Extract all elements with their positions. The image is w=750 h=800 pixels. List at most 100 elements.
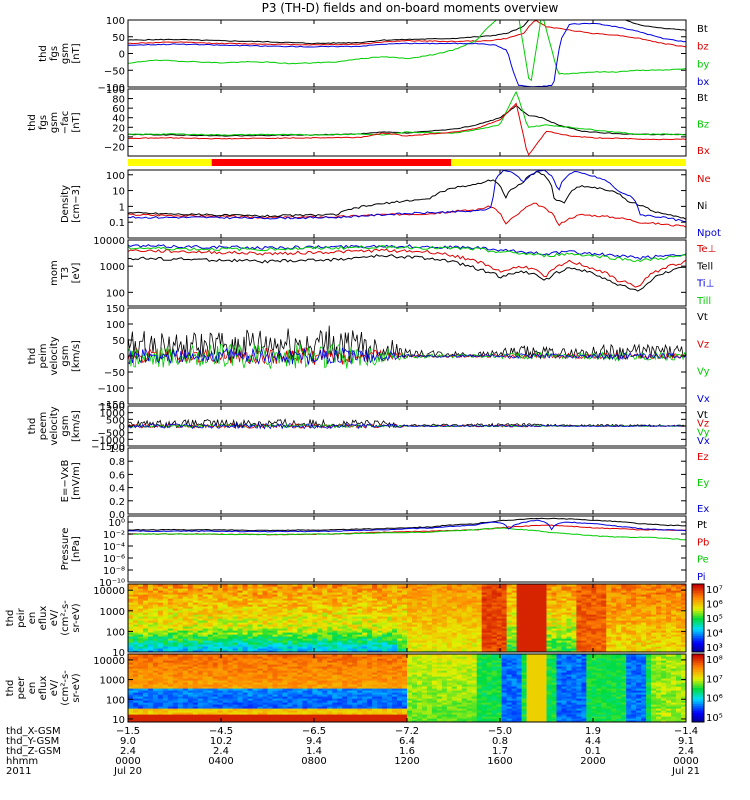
spectrogram-cell [551, 644, 558, 647]
spectrogram-cell [182, 598, 189, 601]
spectrogram-cell [641, 608, 647, 611]
spectrogram-cell [342, 644, 348, 647]
spectrogram-cell [556, 632, 563, 635]
spectrogram-cell [496, 628, 503, 631]
spectrogram-cell [556, 634, 563, 637]
spectrogram-cell [621, 640, 627, 643]
spectrogram-cell [407, 628, 413, 631]
spectrogram-cell [541, 642, 548, 645]
spectrogram-cell [207, 614, 214, 617]
spectrogram-cell [162, 660, 169, 663]
spectrogram-cell [212, 598, 219, 601]
spectrogram-cell [227, 648, 234, 651]
spectrogram-cell [661, 632, 667, 635]
spectrogram-cell [591, 620, 597, 623]
spectrogram-cell [397, 594, 403, 597]
spectrogram-cell [157, 620, 164, 623]
spectrogram-cell [571, 624, 577, 627]
spectrogram-cell [247, 606, 254, 609]
spectrogram-cell [157, 638, 164, 641]
spectrogram-cell [147, 598, 154, 601]
spectrogram-cell [566, 596, 573, 599]
spectrogram-cell [646, 588, 652, 591]
spectrogram-cell [511, 644, 518, 647]
spectrogram-cell [576, 616, 582, 619]
spectrogram-cell [606, 640, 612, 643]
spectrogram-cell [466, 584, 473, 587]
spectrogram-cell [232, 648, 239, 651]
spectrogram-cell [157, 646, 164, 649]
spectrogram-cell [202, 654, 209, 657]
spectrogram-cell [621, 584, 627, 587]
spectrogram-cell [402, 588, 408, 591]
spectrogram-cell [162, 698, 169, 701]
spectrogram-cell [322, 642, 328, 645]
spectrogram-cell [451, 624, 458, 627]
spectrogram-cell [147, 716, 154, 719]
spectrogram-cell [501, 636, 508, 639]
spectrogram-cell [212, 604, 219, 607]
spectrogram-cell [262, 648, 269, 651]
spectrogram-cell [576, 640, 582, 643]
spectrogram-cell [581, 586, 587, 589]
spectrogram-cell [237, 618, 244, 621]
spectrogram-cell [466, 588, 473, 591]
spectrogram-cell [666, 642, 672, 645]
spectrogram-cell [631, 628, 637, 631]
spectrogram-cell [431, 628, 438, 631]
spectrogram-cell [611, 598, 617, 601]
spectrogram-cell [128, 622, 134, 625]
spectrogram-cell [581, 594, 587, 597]
spectrogram-cell [182, 636, 189, 639]
spectrogram-cell [247, 616, 254, 619]
spectrogram-cell [481, 628, 488, 631]
spectrogram-cell [526, 590, 533, 593]
spectrogram-cell [392, 590, 398, 593]
spectrogram-cell [287, 592, 294, 595]
legend-entry: Ex [697, 504, 709, 515]
spectrogram-cell [576, 650, 582, 652]
colorbar-cell [692, 602, 704, 605]
spectrogram-cell [282, 646, 289, 649]
spectrogram-cell [262, 586, 269, 589]
spectrogram-cell [611, 620, 617, 623]
spectrogram-cell [367, 588, 373, 591]
spectrogram-cell [227, 644, 234, 647]
spectrogram-cell [506, 608, 513, 611]
spectrogram-cell [227, 676, 234, 679]
spectrogram-cell [132, 596, 139, 599]
panel-plot-area [128, 244, 686, 292]
spectrogram-cell [471, 618, 478, 621]
spectrogram-cell [142, 706, 149, 709]
spectrogram-cell [272, 620, 279, 623]
spectrogram-cell [601, 590, 607, 593]
spectrogram-cell [556, 620, 563, 623]
spectrogram-cell [187, 640, 194, 643]
spectrogram-cell [626, 600, 632, 603]
spectrogram-cell [471, 608, 478, 611]
spectrogram-cell [277, 624, 284, 627]
spectrogram-cell [192, 624, 199, 627]
spectrogram-cell [556, 638, 563, 641]
spectrogram-cell [207, 704, 214, 707]
spectrogram-cell [242, 612, 249, 615]
spectrogram-cell [152, 696, 159, 699]
spectrogram-cell [202, 592, 209, 595]
spectrogram-cell [137, 630, 144, 633]
spectrogram-cell [431, 586, 438, 589]
spectrogram-cell [571, 608, 577, 611]
spectrogram-cell [476, 608, 483, 611]
spectrogram-cell [596, 626, 602, 629]
spectrogram-cell [327, 640, 333, 643]
spectrogram-cell [556, 596, 563, 599]
spectrogram-cell [466, 596, 473, 599]
spectrogram-cell [267, 628, 274, 631]
spectrogram-cell [152, 616, 159, 619]
spectrogram-cell [142, 674, 149, 677]
spectrogram-cell [496, 610, 503, 613]
spectrogram-cell [466, 590, 473, 593]
spectrogram-cell [227, 670, 234, 673]
spectrogram-cell [167, 672, 174, 675]
spectrogram-cell [257, 584, 264, 587]
spectrogram-cell [362, 620, 368, 623]
